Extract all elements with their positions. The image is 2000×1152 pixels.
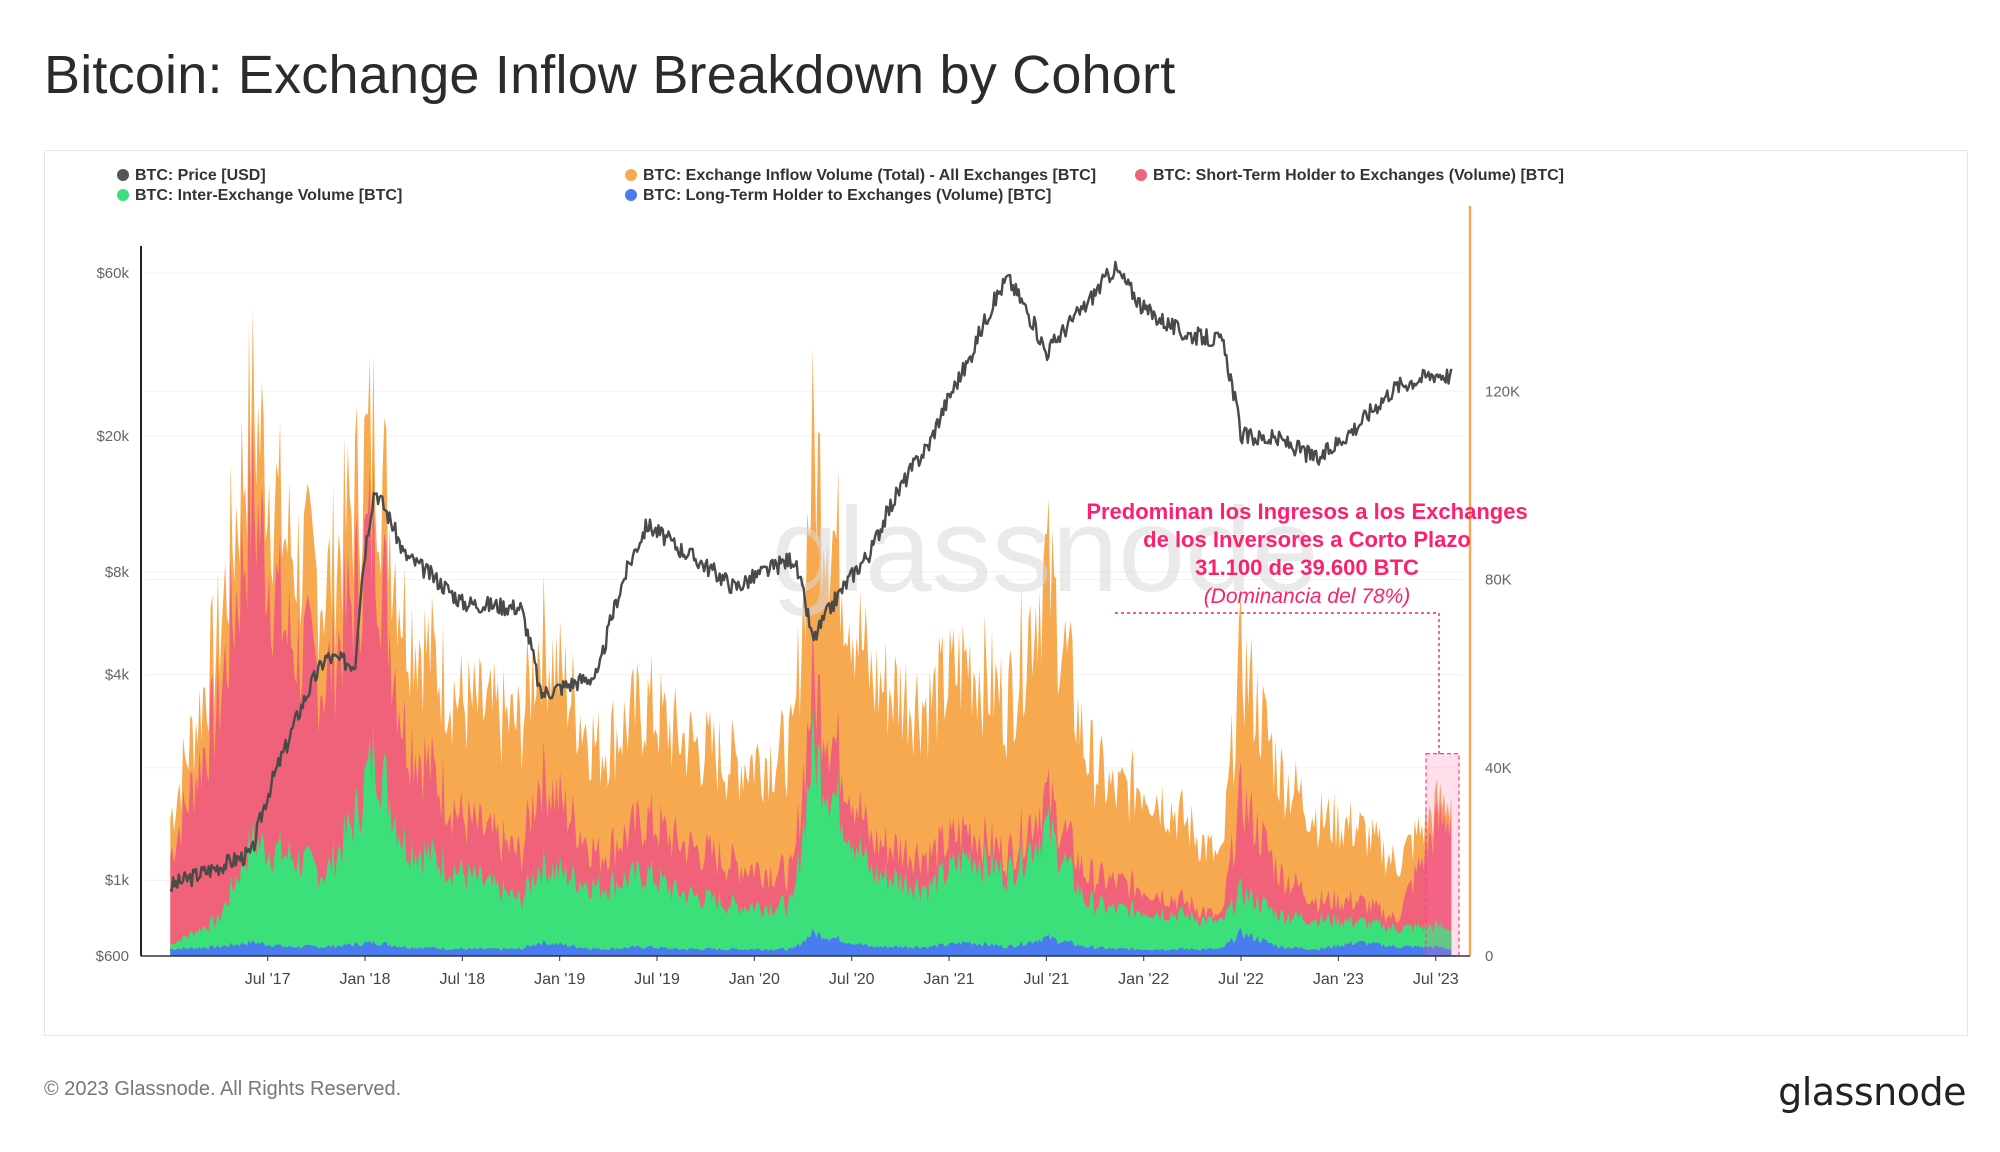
legend-dot-total-inflow	[625, 169, 637, 181]
x-tick-label: Jul '21	[1024, 971, 1070, 988]
legend-label: BTC: Exchange Inflow Volume (Total) - Al…	[643, 167, 1097, 184]
legend-dot-price	[117, 169, 129, 181]
x-tick-label: Jul '19	[634, 971, 680, 988]
x-tick-label: Jul '17	[245, 971, 291, 988]
x-tick-label: Jul '20	[829, 971, 875, 988]
legend-item-lth[interactable]: BTC: Long-Term Holder to Exchanges (Volu…	[625, 187, 1051, 205]
x-tick-label: Jul '23	[1413, 971, 1459, 988]
y-left-tick-label: $1k	[105, 872, 130, 889]
series-line-price	[169, 260, 1453, 892]
y-right-tick-label: 120K	[1485, 383, 1520, 400]
legend-label: BTC: Long-Term Holder to Exchanges (Volu…	[643, 187, 1052, 204]
x-tick-label: Jan '20	[729, 971, 780, 988]
legend-dot-inter-exchange	[117, 189, 129, 201]
y-right-tick-label: 80K	[1485, 572, 1512, 589]
x-tick-label: Jul '18	[439, 971, 485, 988]
y-left-tick-label: $20k	[96, 428, 129, 445]
y-right-tick-label: 0	[1485, 948, 1493, 965]
chart-title: Bitcoin: Exchange Inflow Breakdown by Co…	[44, 45, 1176, 105]
y-left-tick-label: $8k	[105, 564, 130, 581]
x-tick-label: Jan '21	[923, 971, 974, 988]
annotation-line1: Predominan los Ingresos a los Exchanges	[1086, 499, 1527, 524]
legend-item-total-inflow[interactable]: BTC: Exchange Inflow Volume (Total) - Al…	[625, 167, 1096, 185]
x-tick-label: Jan '18	[339, 971, 390, 988]
legend-item-sth[interactable]: BTC: Short-Term Holder to Exchanges (Vol…	[1135, 167, 1564, 185]
x-tick-label: Jan '19	[534, 971, 585, 988]
x-tick-label: Jul '22	[1218, 971, 1264, 988]
glassnode-logo: glassnode	[1778, 1070, 1966, 1114]
chart-panel: BTC: Price [USD] BTC: Exchange Inflow Vo…	[44, 150, 1968, 1036]
y-left-tick-label: $600	[96, 948, 129, 965]
legend-label: BTC: Inter-Exchange Volume [BTC]	[135, 187, 403, 204]
y-right-tick-label: 40K	[1485, 760, 1512, 777]
legend-item-inter-exchange[interactable]: BTC: Inter-Exchange Volume [BTC]	[117, 187, 402, 205]
y-left-tick-label: $60k	[96, 265, 129, 282]
area-lth-to-exchanges	[170, 928, 1452, 956]
annotation-line4: (Dominancia del 78%)	[1204, 585, 1411, 608]
legend-item-price[interactable]: BTC: Price [USD]	[117, 167, 266, 185]
highlight-region	[1425, 753, 1460, 957]
watermark: glassnode	[771, 483, 1318, 617]
legend-label: BTC: Price [USD]	[135, 167, 266, 184]
legend-dot-lth	[625, 189, 637, 201]
area-inter-exchange	[170, 707, 1452, 956]
annotation-line3: 31.100 de 39.600 BTC	[1195, 555, 1419, 580]
y-left-tick-label: $4k	[105, 667, 130, 684]
x-tick-label: Jan '23	[1313, 971, 1364, 988]
area-total-inflow	[170, 310, 1452, 956]
x-tick-label: Jan '22	[1118, 971, 1169, 988]
area-sth-to-exchanges	[170, 418, 1452, 956]
copyright: © 2023 Glassnode. All Rights Reserved.	[44, 1078, 402, 1100]
annotation-line2: de los Inversores a Corto Plazo	[1143, 527, 1471, 552]
legend-label: BTC: Short-Term Holder to Exchanges (Vol…	[1153, 167, 1564, 184]
legend-dot-sth	[1135, 169, 1147, 181]
chart-svg: glassnode $600 $1k $4k $8k $20k $60k 0 40K 80K 12…	[96, 206, 1528, 988]
